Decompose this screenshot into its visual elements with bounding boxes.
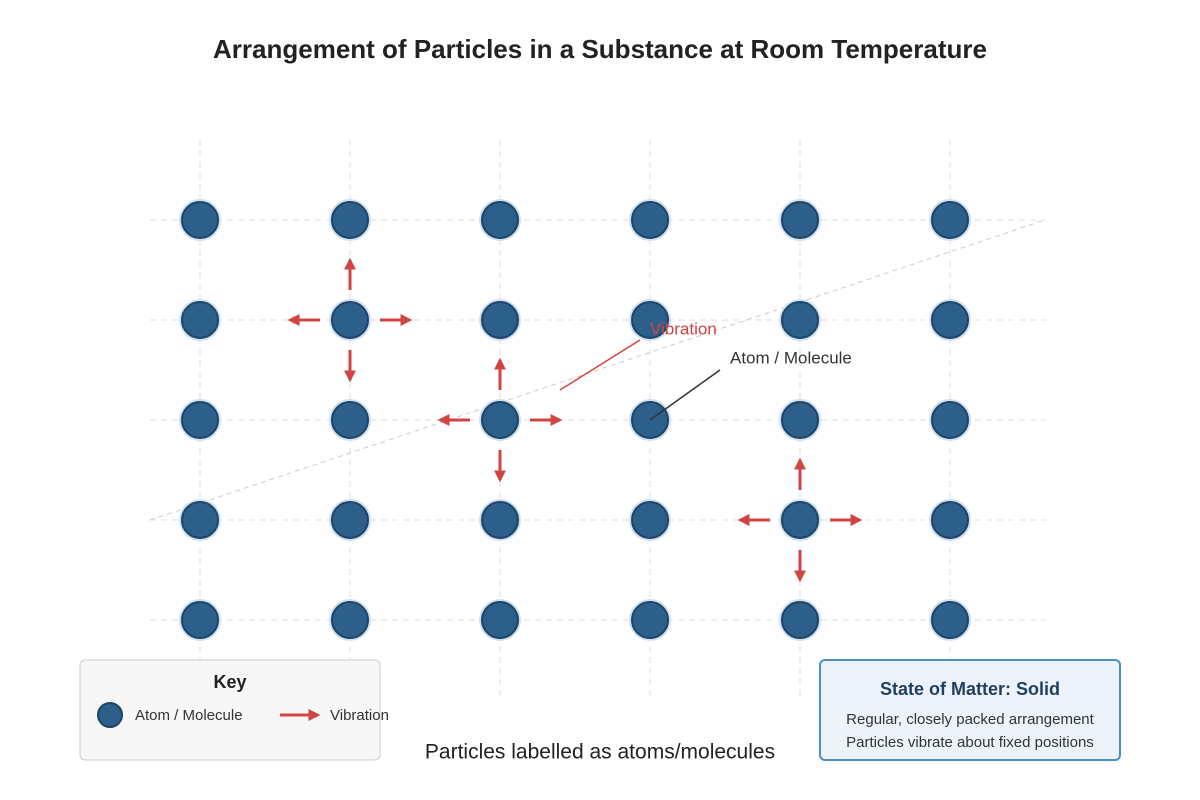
particle: [181, 301, 219, 339]
particle: [931, 201, 969, 239]
particle: [481, 301, 519, 339]
info-title: State of Matter: Solid: [880, 679, 1060, 699]
particle: [631, 601, 669, 639]
particle: [331, 401, 369, 439]
key-particle: [97, 702, 123, 728]
particle: [481, 401, 519, 439]
particle: [331, 601, 369, 639]
particle: [781, 401, 819, 439]
particle: [481, 501, 519, 539]
particle: [931, 301, 969, 339]
particle: [181, 501, 219, 539]
caption: Particles labelled as atoms/molecules: [425, 741, 775, 764]
particle: [181, 201, 219, 239]
particle: [781, 301, 819, 339]
grid: [150, 140, 1045, 700]
particle: [631, 201, 669, 239]
particle: [181, 401, 219, 439]
vibration-pointer: [559, 339, 641, 391]
key-label: Vibration: [330, 707, 389, 724]
particle: [181, 601, 219, 639]
particle: [481, 601, 519, 639]
particle: [931, 501, 969, 539]
vibration-label: Vibration: [650, 319, 717, 338]
key-label: Atom / Molecule: [135, 707, 243, 724]
particle: [931, 601, 969, 639]
particle: [481, 201, 519, 239]
particle: [781, 201, 819, 239]
guide-line: [149, 219, 1046, 521]
key-title: Key: [213, 672, 246, 692]
particle-label: Atom / Molecule: [730, 348, 852, 367]
particle: [331, 501, 369, 539]
particle: [781, 601, 819, 639]
particle: [931, 401, 969, 439]
vibration-arrows: [287, 257, 863, 583]
particle: [331, 201, 369, 239]
info-line: Regular, closely packed arrangement: [846, 711, 1094, 728]
particle: [781, 501, 819, 539]
particles: [179, 199, 971, 641]
particle: [631, 301, 669, 339]
particle: [331, 301, 369, 339]
title: Arrangement of Particles in a Substance …: [213, 34, 987, 64]
particle-pointer: [649, 369, 721, 421]
key-box: [79, 659, 381, 761]
info-line: Particles vibrate about fixed positions: [846, 734, 1094, 751]
particle: [631, 501, 669, 539]
info-box: [819, 659, 1121, 761]
